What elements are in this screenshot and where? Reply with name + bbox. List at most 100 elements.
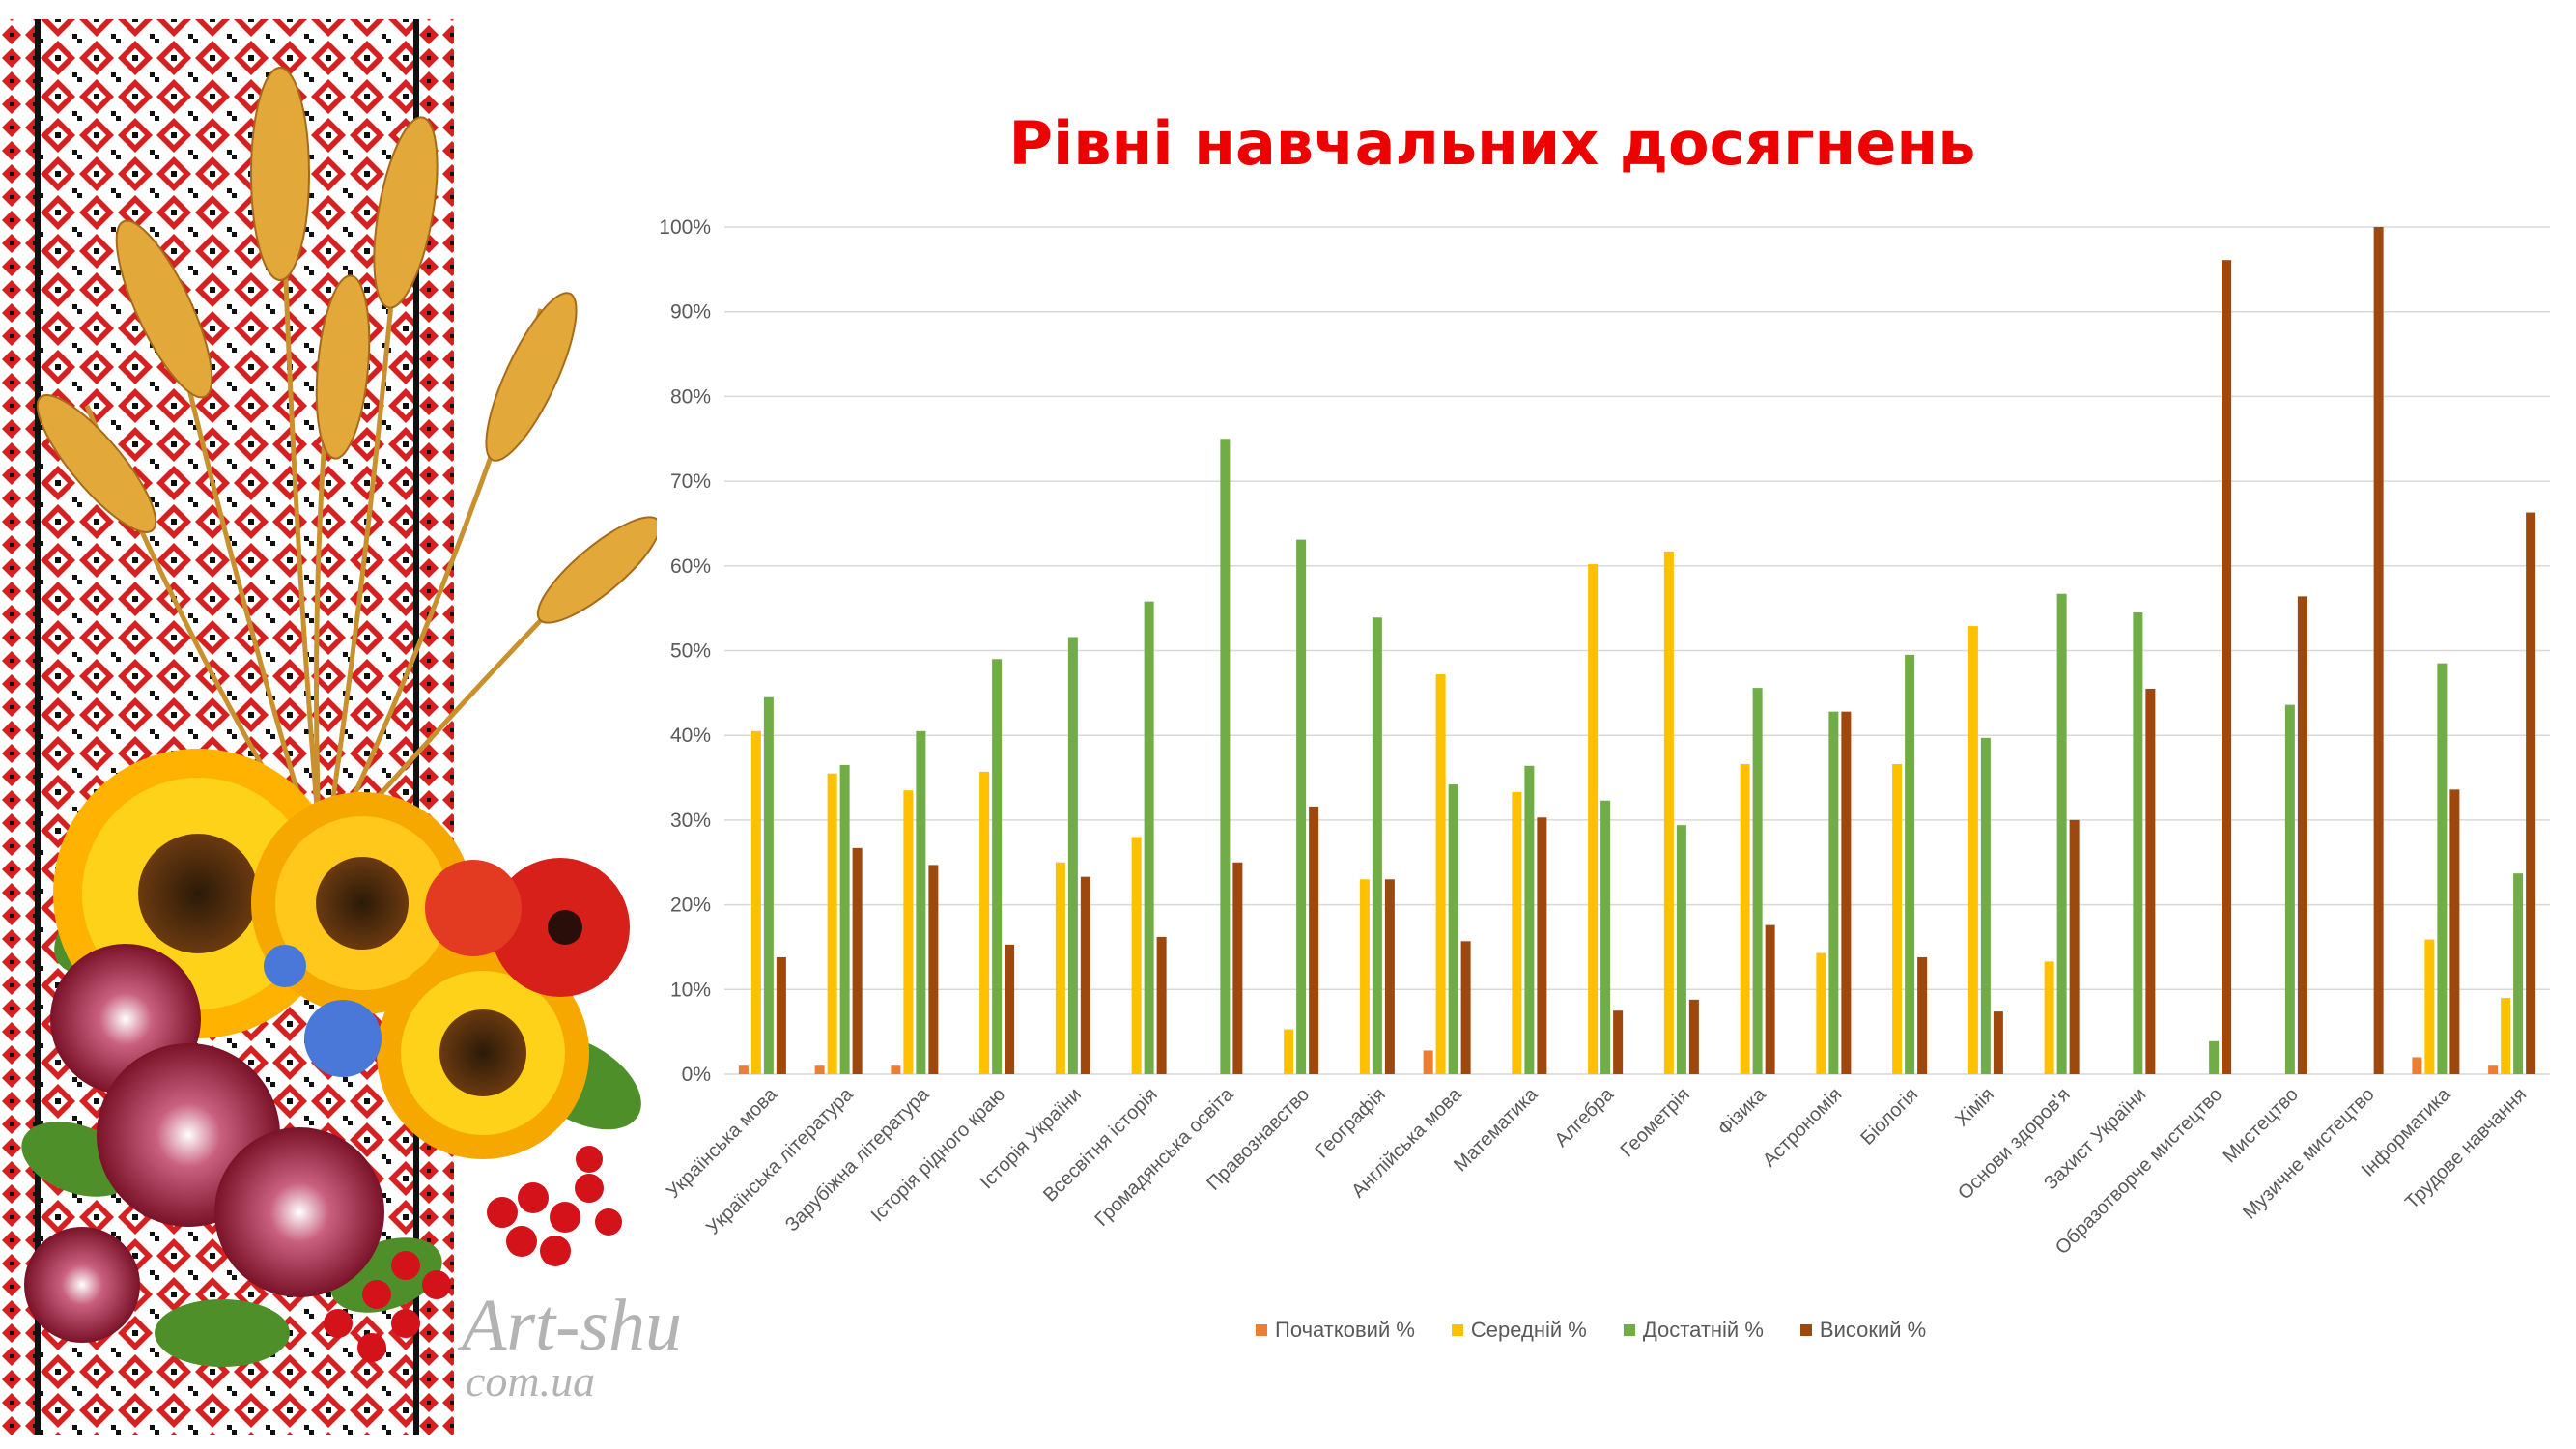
- x-tick-label: Громадянська освіта: [1090, 1083, 1238, 1231]
- bar: [1588, 564, 1599, 1074]
- y-tick-label: 0%: [682, 1064, 711, 1086]
- bar: [1144, 601, 1154, 1074]
- x-tick-label: Хімія: [1951, 1084, 1998, 1131]
- y-tick-label: 10%: [670, 979, 711, 1001]
- bar: [992, 659, 1003, 1074]
- x-tick-label: Астрономія: [1759, 1084, 1846, 1171]
- bar: [1384, 879, 1395, 1074]
- bar: [2449, 789, 2460, 1074]
- bar: [763, 696, 774, 1074]
- bar: [2209, 1040, 2220, 1074]
- bar: [928, 865, 939, 1074]
- y-tick-label: 20%: [670, 895, 711, 917]
- bar: [903, 790, 914, 1074]
- bar: [1232, 862, 1243, 1074]
- bar: [2297, 596, 2307, 1074]
- bar: [1765, 924, 1775, 1074]
- x-tick-label: Геометрія: [1617, 1084, 1694, 1161]
- bar: [1892, 764, 1903, 1074]
- y-tick-label: 60%: [670, 555, 711, 578]
- bar: [2437, 663, 2448, 1074]
- legend-item-dostatnii: Достатній %: [1623, 1318, 1764, 1343]
- bar: [1993, 1011, 2003, 1074]
- legend-swatch: [1256, 1324, 1267, 1336]
- legend-swatch: [1623, 1324, 1635, 1336]
- x-tick-label: Алгебра: [1551, 1083, 1619, 1151]
- bar: [1613, 1010, 1624, 1074]
- bar: [2373, 227, 2384, 1074]
- bar: [776, 956, 786, 1074]
- bar: [1688, 999, 1699, 1074]
- bar: [839, 764, 850, 1074]
- y-tick-label: 40%: [670, 724, 711, 747]
- chart-title: Рівні навчальних досягнень: [1008, 108, 1976, 179]
- y-tick-label: 50%: [670, 640, 711, 663]
- legend-item-serednii: Середній %: [1451, 1318, 1587, 1343]
- bar: [1005, 944, 1015, 1074]
- bar: [2412, 1057, 2422, 1074]
- bar: [738, 1065, 749, 1074]
- bar: [750, 730, 761, 1074]
- bar: [916, 730, 926, 1074]
- y-tick-label: 90%: [670, 301, 711, 324]
- bar: [1663, 551, 1674, 1074]
- y-tick-label: 100%: [659, 216, 711, 239]
- x-tick-label: Фізика: [1713, 1083, 1770, 1140]
- bar: [1080, 876, 1090, 1074]
- bar: [1816, 952, 1826, 1074]
- legend-swatch: [1451, 1324, 1463, 1336]
- bar: [1435, 674, 1446, 1074]
- bar: [2513, 873, 2524, 1074]
- bar: [1600, 800, 1611, 1074]
- bar: [2222, 260, 2232, 1074]
- bar: [891, 1065, 901, 1074]
- bar: [1460, 941, 1471, 1074]
- bar: [852, 847, 863, 1074]
- bar: [1917, 956, 1928, 1074]
- bar: [1980, 737, 1991, 1074]
- x-tick-label: Мистецтво: [2220, 1084, 2303, 1167]
- bar: [2526, 512, 2536, 1074]
- watermark-line2: com.ua: [466, 1356, 596, 1406]
- legend-label: Достатній %: [1642, 1318, 1764, 1342]
- x-tick-label: Українська література: [702, 1083, 858, 1238]
- bar: [2501, 998, 2511, 1074]
- bar: [1537, 817, 1547, 1074]
- bar: [1067, 637, 1078, 1074]
- bar: [979, 771, 990, 1074]
- bar: [1967, 626, 1978, 1074]
- bar: [2044, 961, 2054, 1074]
- legend-swatch: [1799, 1324, 1812, 1336]
- bar: [1131, 837, 1142, 1074]
- bar: [1524, 765, 1535, 1074]
- watermark: Art-shu com.ua: [462, 1285, 682, 1406]
- x-tick-label: Історія рідного краю: [867, 1084, 1009, 1226]
- legend-label: Середній %: [1470, 1318, 1587, 1342]
- watermark-line1: Art-shu: [462, 1285, 682, 1366]
- bar: [1841, 711, 1852, 1074]
- bar: [827, 773, 837, 1074]
- bar: [1055, 862, 1065, 1074]
- legend-label: Початковий %: [1275, 1318, 1415, 1342]
- bar: [1284, 1029, 1294, 1074]
- bar: [1828, 711, 1839, 1074]
- bar: [1676, 825, 1686, 1074]
- bar: [2069, 819, 2080, 1074]
- bar: [2488, 1065, 2499, 1074]
- bar: [1156, 936, 1167, 1074]
- bar: [1512, 791, 1522, 1074]
- bar: [1220, 439, 1231, 1074]
- bar: [1740, 764, 1750, 1074]
- legend-label: Високий %: [1819, 1318, 1927, 1342]
- decorative-embroidery-flowers-image: [0, 19, 657, 1435]
- bar: [2284, 704, 2295, 1074]
- bar: [1309, 806, 1319, 1074]
- y-tick-label: 80%: [670, 385, 711, 408]
- bar: [1296, 539, 1307, 1074]
- legend-item-pochatkovyi: Початковий %: [1256, 1318, 1415, 1343]
- bar: [2133, 612, 2143, 1074]
- bar: [1359, 879, 1370, 1074]
- bar: [1372, 617, 1382, 1074]
- x-tick-label: Зарубіжна література: [781, 1083, 934, 1236]
